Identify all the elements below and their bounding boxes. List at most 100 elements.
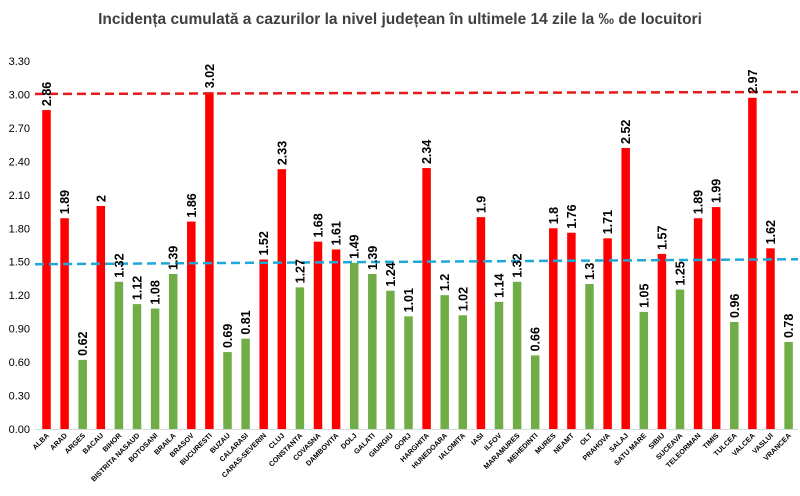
bar-hunedoara	[440, 295, 449, 429]
data-label: 1.68	[312, 213, 326, 237]
data-label: 1.2	[438, 274, 452, 291]
y-tick-label: 0.00	[9, 424, 30, 436]
bar-vrancea	[784, 342, 793, 429]
bar-vaslui	[766, 248, 775, 429]
data-label: 1.01	[402, 288, 416, 312]
y-axis: 0.00 0.30 0.60 0.90 1.20 1.50 1.80 2.10 2.40 2.70…	[9, 56, 798, 436]
bar-harghita	[422, 168, 431, 429]
data-label: 1.86	[185, 193, 199, 217]
threshold-line-1-50	[34, 257, 799, 266]
data-label: 1.89	[58, 190, 72, 214]
data-label: 1.3	[583, 263, 597, 280]
y-tick-label: 3.00	[9, 89, 30, 101]
x-tick-label: ALBA	[30, 431, 50, 451]
data-label: 1.39	[167, 246, 181, 270]
data-label: 1.71	[601, 210, 615, 234]
bar-covasna	[313, 241, 323, 429]
data-label: 1.8	[547, 207, 561, 224]
data-label: 2.33	[275, 141, 289, 165]
data-label: 0.96	[728, 294, 742, 318]
y-tick-label: 0.60	[9, 357, 30, 369]
data-label: 1.39	[366, 246, 380, 270]
data-label: 1.25	[674, 261, 688, 285]
data-label: 0.62	[76, 331, 90, 355]
data-labels-layer: 2.86 1.89 0.62 2 1.32 1.12 1.08 1.39 1.86 3.02 0.6…	[40, 64, 796, 356]
x-tick-label: NEAMT	[551, 431, 576, 456]
chart-title: Incidența cumulată a cazurilor la nivel …	[98, 11, 702, 28]
bar-satu-mare	[639, 311, 649, 429]
data-label: 1.9	[474, 196, 488, 213]
y-tick-label: 3.30	[9, 56, 30, 68]
bar-calarasi	[241, 338, 250, 429]
bar-galati	[368, 273, 377, 429]
data-label: 2.97	[746, 69, 760, 93]
bar-dolj	[349, 262, 359, 429]
data-label: 1.99	[710, 179, 724, 203]
data-label: 1.08	[149, 280, 163, 304]
bar-prahova	[603, 238, 612, 429]
y-tick-label: 2.70	[9, 123, 30, 135]
data-label: 2.34	[420, 140, 434, 164]
data-label: 2	[94, 195, 108, 202]
bars-layer	[42, 92, 793, 430]
bar-suceava	[675, 289, 685, 429]
y-tick-label: 2.10	[9, 190, 30, 202]
bar-mures	[549, 228, 558, 429]
bar-braila	[168, 273, 178, 429]
data-label: 1.32	[112, 253, 126, 277]
threshold-line-3-00	[34, 90, 799, 96]
data-label: 1.05	[637, 284, 651, 308]
bar-ilfov	[494, 301, 504, 429]
data-label: 1.52	[257, 231, 271, 255]
data-label: 0.66	[529, 327, 543, 351]
y-tick-label: 1.20	[9, 290, 30, 302]
data-label: 1.76	[565, 204, 579, 228]
bar-tulcea	[730, 321, 739, 429]
bar-bucuresti	[205, 92, 214, 429]
y-tick-label: 0.30	[9, 391, 30, 403]
bar-buzau	[223, 352, 232, 429]
bar-valcea	[748, 97, 757, 430]
bar-ialomita	[458, 315, 468, 429]
y-tick-label: 1.80	[9, 223, 30, 235]
data-label: 3.02	[203, 64, 217, 88]
data-label: 1.14	[493, 273, 507, 297]
data-label: 1.57	[655, 226, 669, 250]
reference-lines-layer	[34, 90, 799, 266]
bar-constanta	[295, 287, 305, 429]
bar-salaj	[621, 147, 630, 429]
bar-gorj	[404, 316, 413, 429]
data-label: 1.24	[384, 262, 398, 286]
bar-neamt	[567, 232, 576, 429]
data-label: 2.86	[40, 82, 54, 106]
bar-botosani	[150, 308, 160, 429]
data-label: 1.89	[692, 190, 706, 214]
bar-maramures	[512, 281, 522, 429]
bar-caras-severin	[259, 259, 268, 429]
bar-brasov	[187, 221, 196, 429]
bar-giurgiu	[386, 290, 395, 429]
data-label: 1.02	[456, 287, 470, 311]
bar-dambovita	[331, 249, 341, 429]
data-label: 0.69	[221, 324, 235, 348]
data-label: 1.49	[348, 234, 362, 258]
bar-iasi	[476, 217, 486, 429]
bar-arad	[60, 218, 69, 429]
y-tick-label: 0.90	[9, 324, 30, 336]
data-label: 0.78	[782, 314, 796, 338]
bar-timis	[711, 207, 721, 429]
data-label: 0.81	[239, 310, 253, 334]
bar-mehedinti	[530, 355, 540, 429]
bar-teleorman	[693, 218, 703, 429]
bar-bacau	[96, 205, 106, 429]
data-label: 1.12	[131, 276, 145, 300]
data-label: 1.27	[293, 259, 307, 283]
y-tick-label: 1.50	[9, 257, 30, 269]
bar-alba	[42, 110, 51, 430]
bar-cluj	[277, 169, 287, 430]
y-tick-label: 2.40	[9, 156, 30, 168]
bar-arges	[78, 359, 87, 429]
